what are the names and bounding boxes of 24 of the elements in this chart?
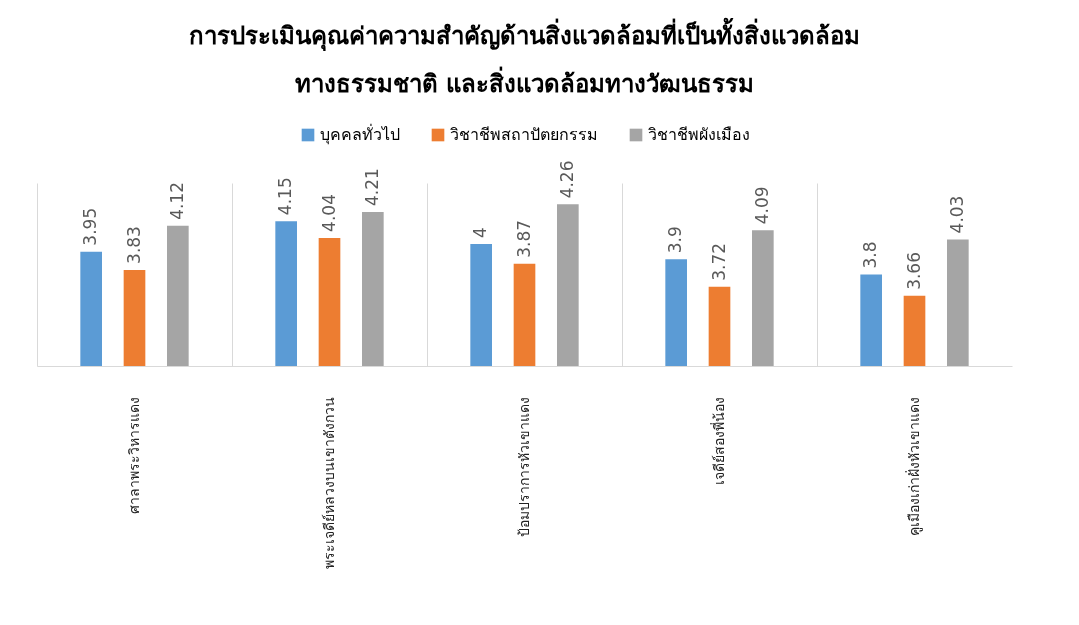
data-label: 4.26 <box>556 160 577 199</box>
data-label: 3.9 <box>665 226 686 254</box>
data-label: 3.8 <box>860 241 881 269</box>
data-label: 4.15 <box>275 177 296 216</box>
data-label: 4.21 <box>361 168 382 206</box>
legend-label: บุคคลทั่วไป <box>320 123 400 145</box>
data-label: 3.66 <box>903 251 924 290</box>
x-tick-label: ป้อมปราการหัวเขาแดง <box>515 396 532 537</box>
x-tick-label: พระเจดีย์หลวงบนเขาตังกวน <box>320 396 337 569</box>
data-label: 3.87 <box>513 219 534 258</box>
legend-label: วิชาชีพผังเมือง <box>648 125 750 144</box>
chart-title: การประเมินคุณค่าความสำคัญด้านสิ่งแวดล้อมที่เป็นทั้งสิ่งแวดล้อม ทางธรรมชาติ และสิ่งแวดล้อมทางวัฒนธรรม <box>189 17 860 98</box>
data-label: 3.95 <box>80 207 101 246</box>
x-tick-label: ศาลาพระวิหารแดง <box>125 396 142 514</box>
data-label: 3.83 <box>123 226 144 264</box>
legend-label: วิชาชีพสถาปัตยกรรม <box>450 125 598 144</box>
data-label: 4 <box>470 227 491 238</box>
x-tick-label: เจดีย์สองพี่น้อง <box>709 396 727 485</box>
data-label: 3.72 <box>708 242 729 281</box>
data-label: 4.03 <box>946 195 967 234</box>
data-label: 4.04 <box>318 194 339 232</box>
data-label: 4.09 <box>751 186 772 225</box>
x-tick-label: คูเมืองเก่าฝั่งหัวเขาแดง <box>904 396 923 536</box>
data-label: 4.12 <box>166 181 187 220</box>
